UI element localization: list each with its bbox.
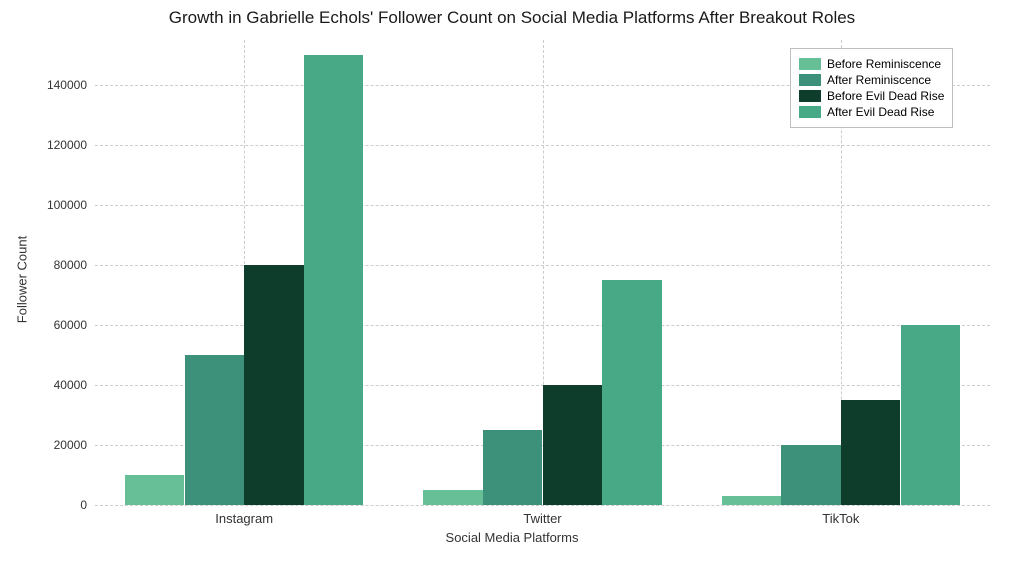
y-tick-label: 0 (80, 498, 87, 512)
bar (901, 325, 961, 505)
y-tick-label: 140000 (47, 78, 87, 92)
legend-swatch (799, 74, 821, 86)
legend-item: After Evil Dead Rise (799, 105, 944, 119)
y-tick-label: 100000 (47, 198, 87, 212)
legend-label: After Evil Dead Rise (827, 105, 934, 119)
legend-swatch (799, 90, 821, 102)
bar (423, 490, 483, 505)
x-axis-label: Social Media Platforms (446, 530, 579, 545)
legend: Before Reminiscence After Reminiscence Bef… (790, 48, 953, 128)
bar (185, 355, 245, 505)
bar (781, 445, 841, 505)
legend-item: After Reminiscence (799, 73, 944, 87)
x-tick-label: TikTok (822, 511, 859, 526)
y-tick-label: 60000 (54, 318, 87, 332)
bar (304, 55, 364, 505)
gridline-h (95, 505, 990, 506)
legend-label: After Reminiscence (827, 73, 931, 87)
legend-swatch (799, 58, 821, 70)
legend-label: Before Evil Dead Rise (827, 89, 944, 103)
chart-container: Growth in Gabrielle Echols' Follower Cou… (0, 0, 1024, 573)
y-axis-label: Follower Count (15, 236, 30, 323)
chart-title: Growth in Gabrielle Echols' Follower Cou… (0, 8, 1024, 28)
x-tick-label: Instagram (215, 511, 273, 526)
bar (125, 475, 185, 505)
legend-item: Before Evil Dead Rise (799, 89, 944, 103)
y-tick-label: 120000 (47, 138, 87, 152)
x-tick-label: Twitter (523, 511, 561, 526)
y-tick-label: 20000 (54, 438, 87, 452)
legend-swatch (799, 106, 821, 118)
bar (722, 496, 782, 505)
y-tick-label: 80000 (54, 258, 87, 272)
bar (841, 400, 901, 505)
legend-item: Before Reminiscence (799, 57, 944, 71)
y-tick-label: 40000 (54, 378, 87, 392)
bar (602, 280, 662, 505)
bar (244, 265, 304, 505)
bar (543, 385, 603, 505)
legend-label: Before Reminiscence (827, 57, 941, 71)
bar (483, 430, 543, 505)
